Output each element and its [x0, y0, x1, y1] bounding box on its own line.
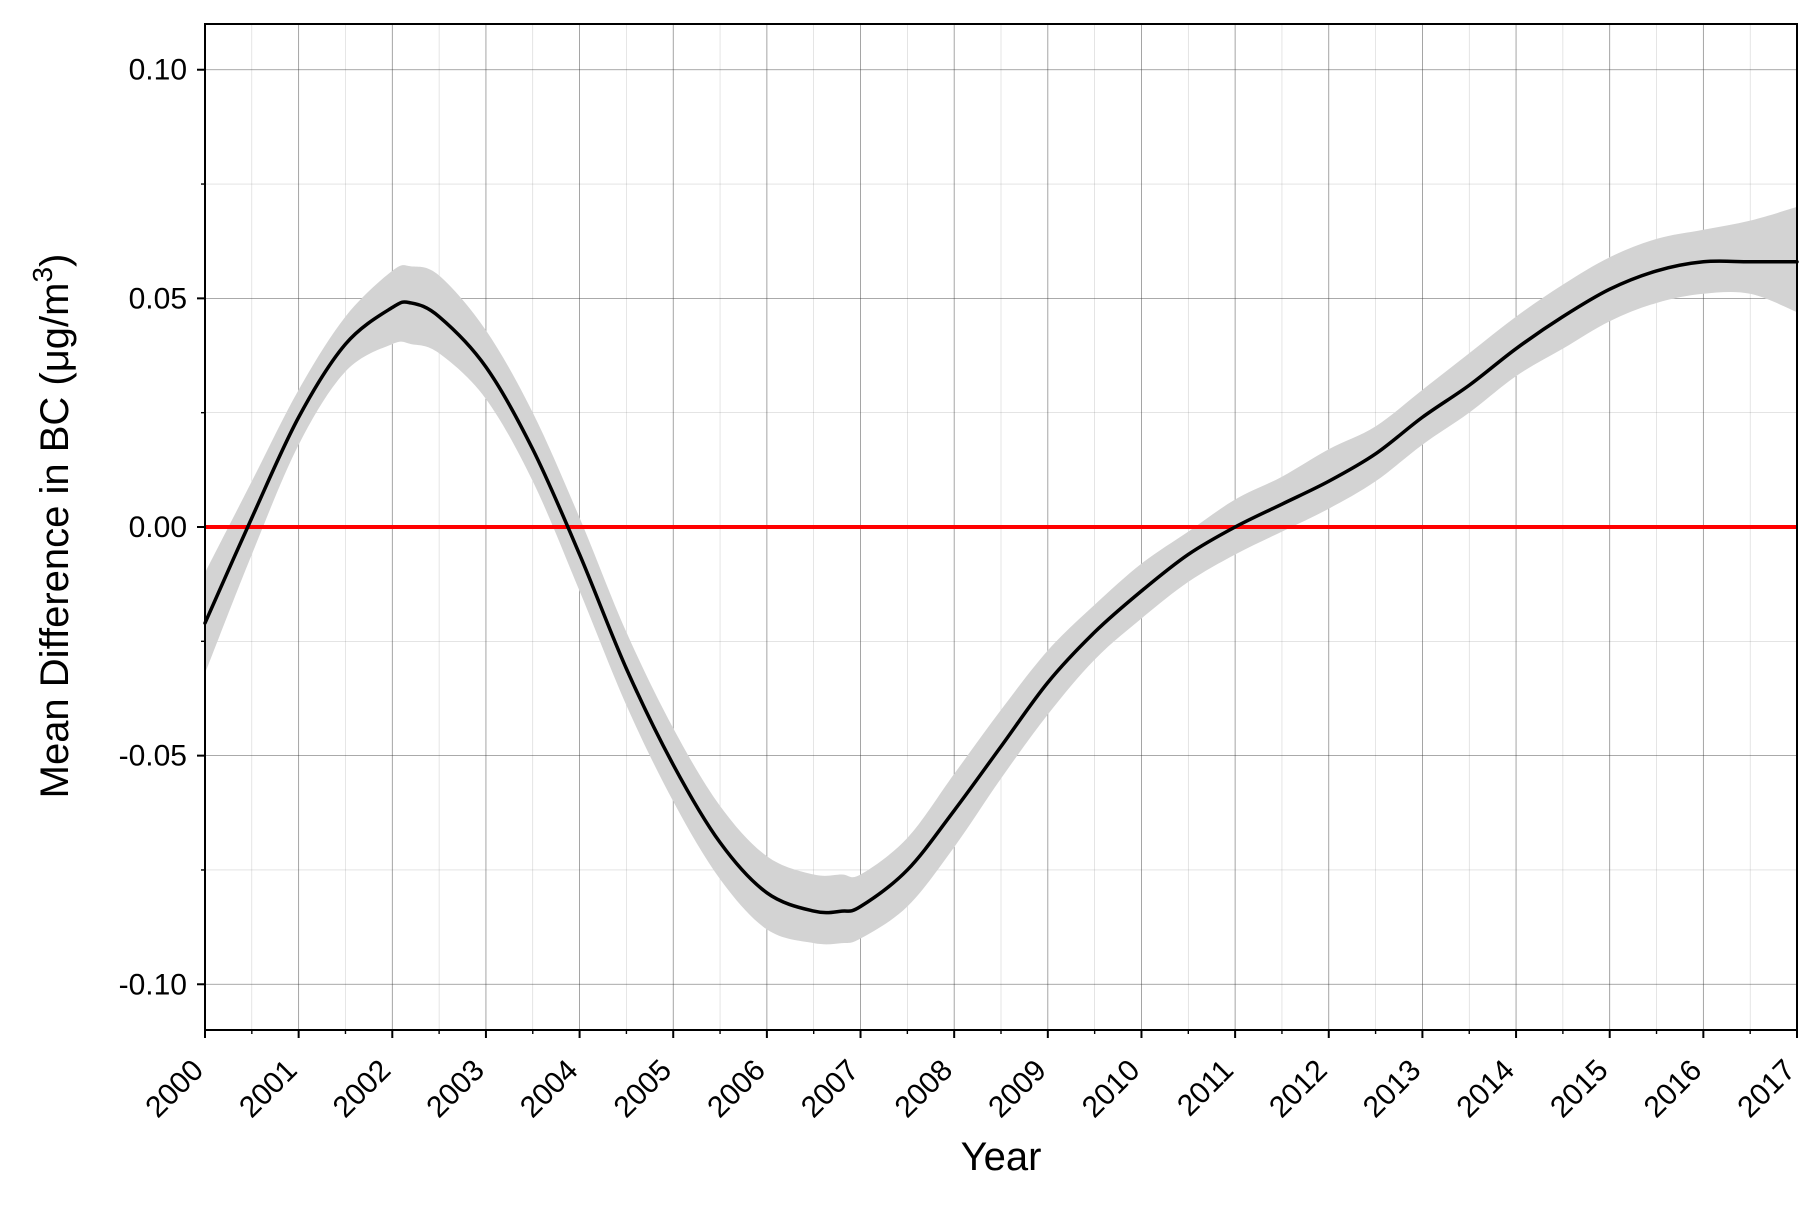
y-tick-label: 0.05 — [129, 282, 187, 315]
y-tick-label: 0.00 — [129, 511, 187, 544]
y-tick-label: -0.05 — [119, 740, 187, 773]
y-axis-title-main: Mean Difference in BC (μg/m — [33, 283, 77, 799]
y-axis: 0.10 0.05 0.00 -0.05 -0.10 — [119, 54, 205, 1001]
y-axis-title-suffix: ) — [33, 254, 77, 267]
mean-difference-line — [203, 259, 1799, 915]
y-axis-title: Mean Difference in BC (μg/m3) — [27, 254, 77, 799]
y-axis-title-superscript: 3 — [27, 267, 58, 283]
y-tick-label: -0.10 — [119, 968, 187, 1001]
x-axis-title: Year — [961, 1135, 1042, 1179]
confidence-band — [205, 206, 1797, 945]
y-tick-label: 0.10 — [129, 54, 187, 87]
